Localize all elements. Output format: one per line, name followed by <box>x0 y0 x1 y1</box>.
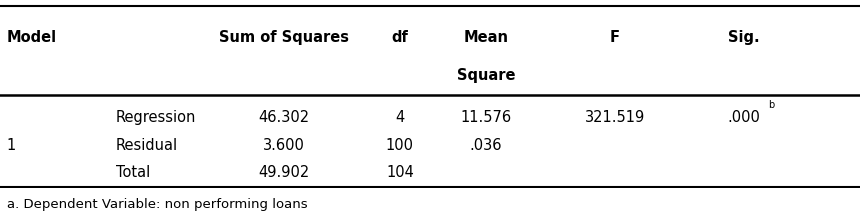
Text: df: df <box>391 30 408 45</box>
Text: Regression: Regression <box>116 110 196 125</box>
Text: Sig.: Sig. <box>728 30 759 45</box>
Text: 49.902: 49.902 <box>258 165 310 180</box>
Text: a. Dependent Variable: non performing loans: a. Dependent Variable: non performing lo… <box>7 198 308 211</box>
Text: 100: 100 <box>386 138 414 153</box>
Text: 3.600: 3.600 <box>263 138 304 153</box>
Text: 11.576: 11.576 <box>460 110 512 125</box>
Text: Total: Total <box>116 165 150 180</box>
Text: b: b <box>768 100 774 110</box>
Text: 46.302: 46.302 <box>258 110 310 125</box>
Text: 1: 1 <box>7 138 16 153</box>
Text: 104: 104 <box>386 165 414 180</box>
Text: 4: 4 <box>396 110 404 125</box>
Text: Mean: Mean <box>464 30 508 45</box>
Text: Model: Model <box>7 30 57 45</box>
Text: Residual: Residual <box>116 138 178 153</box>
Text: .000: .000 <box>728 110 760 125</box>
Text: Sum of Squares: Sum of Squares <box>218 30 349 45</box>
Text: .036: .036 <box>470 138 502 153</box>
Text: Square: Square <box>457 68 515 83</box>
Text: 321.519: 321.519 <box>585 110 645 125</box>
Text: F: F <box>610 30 620 45</box>
